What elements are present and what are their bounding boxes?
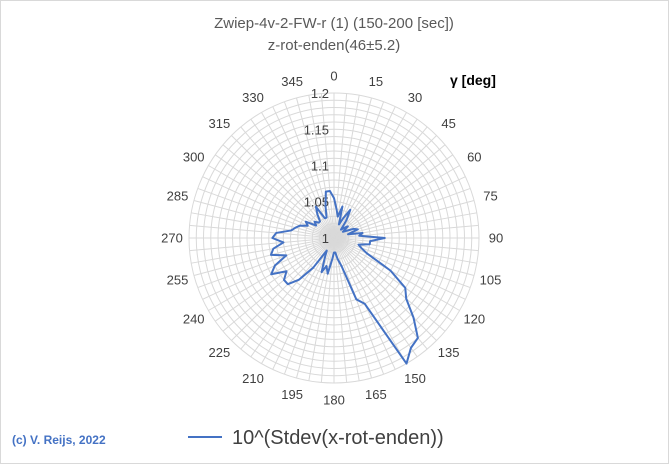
angle-tick-label: 300 (183, 150, 205, 165)
series-line (269, 190, 419, 365)
grid-spoke (202, 237, 335, 300)
grid-spoke (197, 187, 335, 239)
legend-label: 10^(Stdev(x-rot-enden)) (232, 427, 444, 449)
grid-spoke (333, 237, 373, 379)
angle-tick-label: 75 (483, 189, 497, 204)
grid-spoke (333, 101, 385, 239)
chart-subtitle: z-rot-enden(46±5.2) (268, 37, 400, 54)
grid-spoke (308, 237, 335, 381)
angle-tick-label: 195 (281, 387, 303, 402)
grid-spoke (250, 118, 335, 239)
angle-tick-label: 135 (438, 345, 460, 360)
grid-spoke (333, 93, 348, 239)
grid-spoke (333, 237, 385, 375)
grid-spoke (333, 237, 454, 322)
grid-spoke (231, 135, 335, 239)
grid-spoke (202, 176, 335, 239)
grid-spoke (333, 112, 407, 239)
grid-spoke (189, 237, 335, 252)
grid-spoke (333, 237, 460, 311)
angle-tick-label: 180 (323, 393, 345, 408)
grid-spoke (191, 237, 335, 264)
grid-spoke (197, 237, 335, 289)
grid-spoke (189, 224, 335, 239)
angle-tick-label: 330 (242, 90, 264, 105)
grid-spoke (240, 237, 335, 350)
grid-spoke (333, 237, 477, 264)
radial-tick-label: 1.05 (304, 195, 329, 210)
grid-spoke (333, 237, 479, 252)
grid-spoke (333, 237, 428, 350)
angle-tick-label: 0 (330, 69, 337, 84)
angle-tick-label: 270 (161, 231, 183, 246)
angle-tick-label: 45 (441, 116, 455, 131)
angle-tick-label: 240 (183, 312, 205, 327)
copyright-credit: (c) V. Reijs, 2022 (12, 433, 106, 447)
grid-spoke (333, 237, 407, 364)
grid-spoke (333, 165, 460, 239)
grid-spoke (222, 237, 335, 332)
grid-spoke (283, 237, 335, 375)
grid-spoke (193, 199, 335, 239)
grid-spoke (214, 237, 335, 322)
polar-grid (188, 92, 480, 384)
angle-tick-label: 210 (242, 371, 264, 386)
radial-tick-label: 1.15 (304, 122, 329, 137)
angle-tick-label: 225 (209, 345, 231, 360)
radial-tick-label: 1.1 (311, 159, 329, 174)
grid-spoke (261, 237, 335, 364)
grid-spoke (333, 237, 466, 300)
grid-spoke (333, 237, 446, 332)
grid-spoke (333, 237, 348, 383)
grid-spoke (333, 176, 466, 239)
grid-spoke (231, 237, 335, 341)
grid-spoke (333, 154, 454, 239)
angle-tick-label: 315 (209, 116, 231, 131)
grid-spoke (333, 126, 428, 239)
grid-spoke (295, 237, 335, 379)
radial-tick-label: 1.2 (311, 86, 329, 101)
angle-tick-label: 90 (489, 231, 503, 246)
grid-spoke (261, 112, 335, 239)
grid-spoke (333, 237, 437, 341)
angle-tick-label: 105 (480, 272, 502, 287)
grid-spoke (308, 95, 335, 239)
chart-title: Zwiep-4v-2-FW-r (1) (150-200 [sec]) (214, 15, 454, 32)
radial-tick-label: 1 (322, 231, 329, 246)
grid-spoke (333, 144, 446, 239)
grid-spoke (208, 165, 335, 239)
angle-tick-label: 255 (167, 272, 189, 287)
radial-tick-labels: 1 1.05 1.1 1.15 1.2 (304, 86, 329, 246)
angle-tick-label: 30 (408, 90, 422, 105)
grid-spoke (333, 237, 471, 289)
grid-spoke (333, 237, 475, 277)
angle-tick-label: 285 (167, 189, 189, 204)
grid-spoke (295, 97, 335, 239)
angle-tick-label: 15 (369, 74, 383, 89)
grid-spoke (193, 237, 335, 277)
series-layer (269, 190, 419, 365)
angle-tick-label: 345 (281, 74, 303, 89)
legend: 10^(Stdev(x-rot-enden)) (188, 427, 444, 449)
angle-tick-label: 60 (467, 150, 481, 165)
angle-tick-labels: 0 15 30 45 60 75 90 105 120 135 150 165 180 195 210 225… (161, 69, 503, 408)
angle-tick-label: 165 (365, 387, 387, 402)
grid-spoke (320, 93, 335, 239)
grid-spoke (191, 212, 335, 239)
grid-spoke (333, 199, 475, 239)
grid-spoke (333, 237, 418, 358)
angle-unit-label: γ [deg] (450, 72, 496, 88)
grid-spoke (333, 224, 479, 239)
angle-tick-label: 150 (404, 371, 426, 386)
grid-spoke (333, 135, 437, 239)
angle-tick-label: 120 (463, 312, 485, 327)
